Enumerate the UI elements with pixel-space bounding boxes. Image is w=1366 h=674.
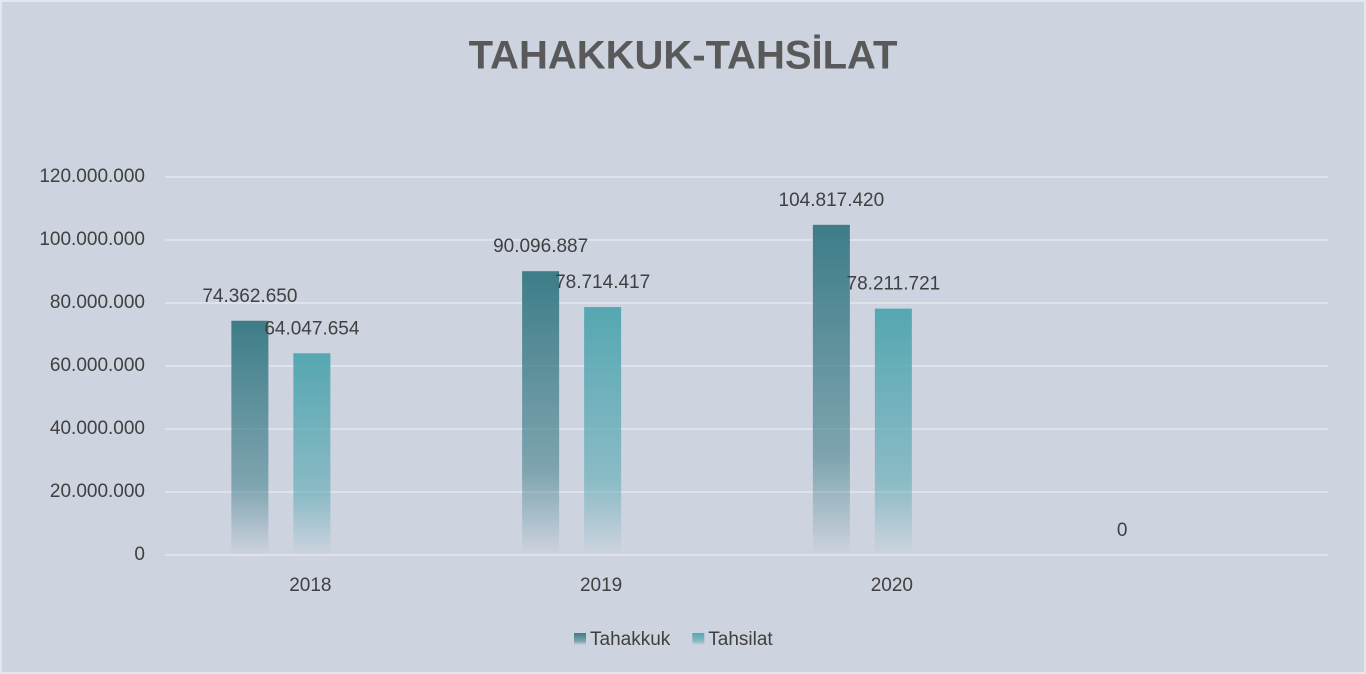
y-tick-label: 60.000.000	[50, 355, 145, 376]
x-tick-label: 2020	[871, 575, 913, 596]
legend-swatch	[692, 633, 705, 645]
bar	[231, 320, 269, 555]
data-label: 64.047.654	[264, 318, 360, 339]
legend-swatch	[574, 633, 586, 645]
y-tick-label: 0	[134, 544, 145, 565]
y-tick-label: 20.000.000	[50, 481, 145, 502]
y-tick-label: 100.000.000	[39, 229, 145, 250]
data-label: 90.096.887	[493, 236, 588, 257]
bar	[584, 307, 622, 555]
bar	[874, 308, 912, 555]
x-tick-label: 2018	[289, 575, 331, 596]
legend-label: Tahakkuk	[590, 629, 671, 650]
y-tick-label: 80.000.000	[50, 292, 145, 313]
y-tick-label: 120.000.000	[39, 166, 145, 187]
data-label: 74.362.650	[202, 286, 297, 307]
bar	[522, 271, 560, 555]
data-label: 0	[1117, 520, 1128, 541]
chart-title: TAHAKKUK-TAHSİLAT	[469, 34, 898, 78]
data-label: 78.211.721	[847, 274, 941, 295]
bar	[812, 224, 850, 555]
data-label: 78.714.417	[555, 272, 650, 293]
bar	[293, 353, 331, 555]
y-tick-label: 40.000.000	[50, 418, 145, 439]
x-tick-label: 2019	[580, 575, 622, 596]
data-label: 104.817.420	[779, 190, 885, 211]
legend-label: Tahsilat	[708, 629, 773, 650]
